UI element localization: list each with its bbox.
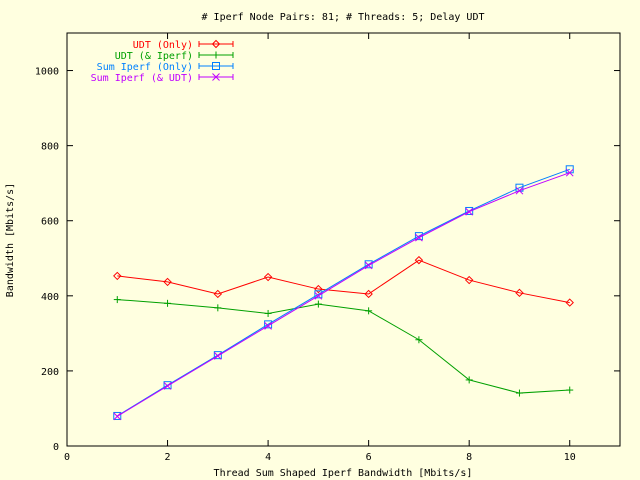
data-point (213, 352, 222, 360)
series-3 (113, 168, 574, 421)
data-point (163, 382, 172, 390)
data-point (515, 389, 523, 397)
legend-label: Sum Iperf (Only) (97, 62, 193, 73)
data-point (314, 300, 322, 308)
data-point (414, 255, 424, 265)
data-point (163, 277, 172, 287)
plot-frame (66, 32, 621, 447)
data-point (213, 351, 222, 360)
data-point (263, 272, 273, 282)
series-line (117, 168, 570, 417)
data-point (264, 309, 272, 317)
series-line (117, 172, 570, 417)
x-tick-label: 10 (564, 452, 576, 463)
data-point (314, 284, 323, 294)
x-tick-label: 6 (366, 452, 372, 463)
legend-label: UDT (Only) (133, 40, 193, 51)
series-line (117, 299, 570, 394)
y-tick-label: 400 (41, 292, 59, 303)
axis-ticks: 0 2 4 6 8 10 0 200 400 600 800 1000 (35, 33, 620, 463)
y-tick-label: 600 (41, 217, 59, 228)
x-axis-label: Thread Sum Shaped Iperf Bandwidth [Mbits… (214, 468, 473, 479)
data-point (211, 39, 221, 49)
data-point (314, 291, 323, 300)
data-point (365, 307, 373, 315)
x-tick-label: 0 (64, 452, 70, 463)
legend-item: Sum Iperf (& UDT) (91, 73, 234, 84)
y-tick-label: 0 (53, 442, 59, 453)
data-point (113, 296, 121, 304)
x-tick-label: 8 (466, 452, 472, 463)
series-2 (113, 165, 574, 420)
y-axis-label: Bandwidth [Mbits/s] (5, 183, 16, 297)
data-point (113, 271, 122, 281)
data-point (113, 412, 122, 421)
legend-label: Sum Iperf (& UDT) (91, 73, 193, 84)
legend-item: Sum Iperf (Only) (97, 62, 234, 73)
data-point (214, 304, 222, 312)
series-line (117, 259, 570, 304)
data-point (113, 411, 122, 420)
data-point (566, 386, 574, 394)
legend-item: UDT (Only) (133, 39, 234, 51)
data-point (264, 320, 273, 329)
data-point (515, 288, 524, 298)
data-point (415, 336, 423, 344)
data-point (364, 289, 373, 299)
data-point (164, 299, 172, 307)
data-point (212, 73, 220, 81)
x-tick-label: 2 (165, 452, 171, 463)
data-point (565, 168, 574, 177)
data-point (212, 62, 220, 70)
chart-title: # Iperf Node Pairs: 81; # Threads: 5; De… (202, 12, 485, 23)
data-point (364, 261, 373, 270)
data-point (515, 186, 524, 195)
legend-item: UDT (& Iperf) (115, 51, 234, 62)
series-1 (113, 296, 574, 397)
data-point (465, 376, 473, 384)
data-point (264, 322, 272, 330)
data-point (415, 233, 423, 242)
legend-label: UDT (& Iperf) (115, 51, 193, 62)
data-point (465, 206, 474, 215)
data-point (465, 207, 474, 216)
x-tick-label: 4 (265, 452, 271, 463)
y-tick-label: 200 (41, 367, 59, 378)
data-point (163, 381, 172, 390)
y-tick-label: 1000 (35, 67, 59, 78)
data-point (464, 275, 474, 285)
series-layer (113, 165, 574, 421)
series-0 (113, 255, 574, 307)
legend: UDT (Only)UDT (& Iperf)Sum Iperf (Only)S… (91, 39, 234, 84)
data-point (213, 289, 223, 299)
data-point (364, 260, 373, 269)
y-tick-label: 800 (41, 142, 59, 153)
data-point (314, 290, 323, 299)
data-point (212, 51, 220, 59)
data-point (565, 298, 574, 307)
